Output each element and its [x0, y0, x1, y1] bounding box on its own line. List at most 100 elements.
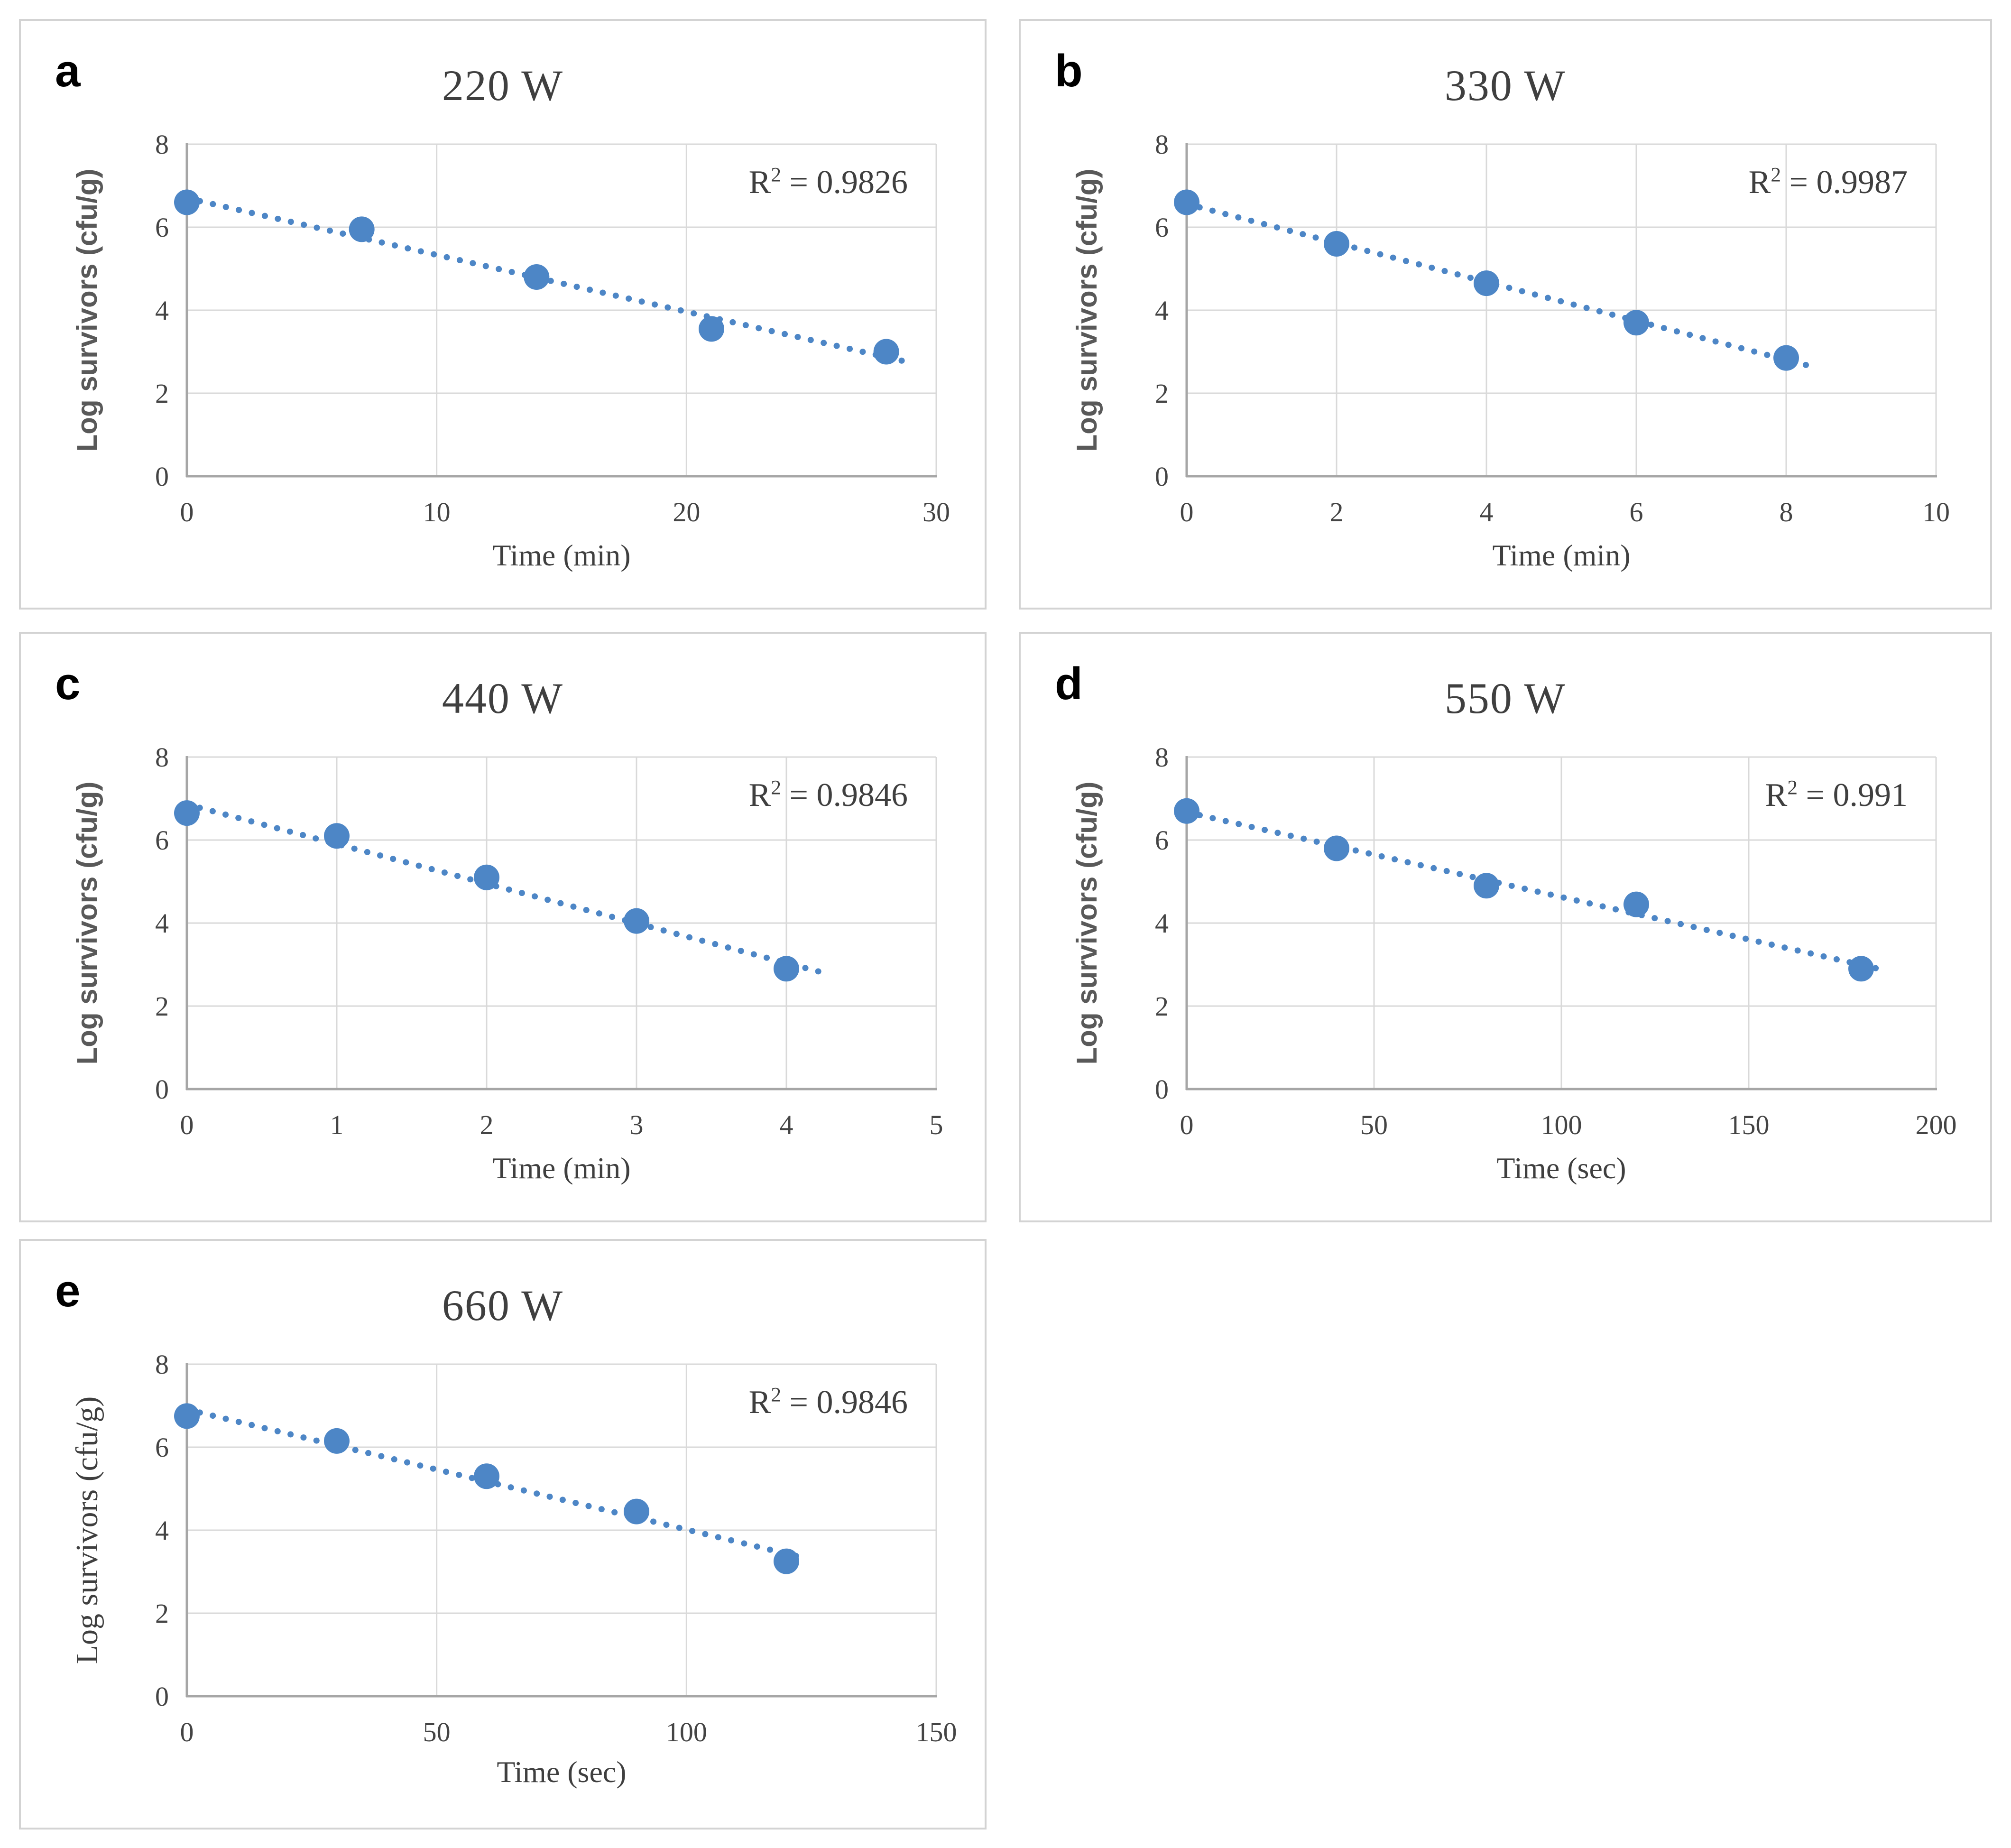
plot-area-b: 0 2 4 6 8 10 0 2 4 6 8 — [1155, 129, 1950, 527]
x-tick-label: 8 — [1780, 497, 1793, 527]
x-tick-label: 150 — [916, 1717, 957, 1747]
data-point — [1474, 873, 1499, 899]
r2-superscript: 2 — [1771, 163, 1781, 186]
x-tick-label: 1 — [330, 1109, 344, 1140]
chart-panel-b: b 330 W R2 = 0.9987 Log survivors (cfu/g… — [1019, 19, 1992, 610]
r2-value: = 0.9846 — [781, 777, 908, 813]
y-tick-labels: 0 2 4 6 8 — [1155, 129, 1169, 492]
x-axis-title-d: Time (sec) — [1496, 1151, 1626, 1185]
y-tick-label: 8 — [1155, 742, 1169, 773]
data-point — [873, 339, 899, 365]
chart-title-a: 220 W — [442, 61, 564, 110]
x-tick-label: 6 — [1630, 497, 1643, 527]
data-point — [474, 1463, 499, 1489]
chart-panel-a: a 220 W R2 = 0.9826 Log survivors (cfu/g… — [19, 19, 987, 610]
data-points — [174, 800, 799, 982]
chart-title-b: 330 W — [1444, 61, 1567, 110]
data-point — [1848, 956, 1874, 982]
y-tick-label: 2 — [155, 991, 169, 1022]
r-squared-label-c: R2 = 0.9846 — [187, 777, 908, 813]
r2-superscript: 2 — [771, 776, 782, 799]
x-tick-label: 0 — [1180, 497, 1194, 527]
y-tick-label: 6 — [155, 212, 169, 243]
gridlines — [187, 1363, 937, 1696]
y-tick-label: 4 — [155, 295, 169, 326]
r2-base: R — [748, 1384, 771, 1421]
plot-area-a: 0 10 20 30 0 2 4 6 8 — [155, 129, 950, 527]
r2-superscript: 2 — [771, 1383, 782, 1406]
y-tick-labels: 0 2 4 6 8 — [155, 1349, 169, 1712]
r2-base: R — [748, 777, 771, 813]
data-point — [524, 264, 550, 290]
chart-title-c: 440 W — [442, 674, 564, 722]
x-tick-label: 5 — [930, 1109, 943, 1140]
y-tick-label: 0 — [155, 1074, 169, 1105]
x-tick-label: 30 — [922, 497, 950, 527]
y-tick-label: 6 — [155, 1432, 169, 1463]
x-tick-label: 0 — [180, 1717, 194, 1747]
x-tick-label: 10 — [1922, 497, 1950, 527]
data-point — [1174, 798, 1199, 824]
r2-base: R — [748, 164, 771, 201]
chart-panel-d: d 550 W R2 = 0.991 Log survivors (cfu/g)… — [1019, 632, 1992, 1222]
data-point — [1174, 189, 1199, 215]
y-tick-label: 6 — [1155, 212, 1169, 243]
y-tick-label: 8 — [155, 742, 169, 773]
trendline — [184, 801, 827, 976]
x-tick-label: 200 — [1916, 1109, 1957, 1140]
x-tick-label: 10 — [423, 497, 451, 527]
x-tick-label: 0 — [1180, 1109, 1194, 1140]
y-tick-label: 2 — [1155, 378, 1169, 409]
chart-panel-c: c 440 W R2 = 0.9846 Log survivors (cfu/g… — [19, 632, 987, 1222]
data-point — [1624, 310, 1649, 336]
x-axis-title-b: Time (min) — [1492, 538, 1631, 572]
plot-area-e: 0 50 100 150 0 2 4 6 8 — [155, 1349, 957, 1747]
x-axis-title-a: Time (min) — [492, 538, 631, 572]
r2-value: = 0.9846 — [781, 1384, 908, 1421]
panel-letter-d: d — [1055, 658, 1083, 709]
data-points — [1174, 798, 1874, 982]
data-point — [174, 800, 200, 826]
data-points — [1174, 189, 1799, 371]
data-point — [699, 316, 724, 342]
y-tick-label: 6 — [155, 825, 169, 856]
x-axis-title-e: Time (sec) — [497, 1755, 627, 1789]
data-points — [174, 189, 899, 365]
r2-superscript: 2 — [771, 163, 782, 186]
panel-letter-b: b — [1055, 46, 1083, 96]
plot-area-d: 0 50 100 150 200 0 2 4 6 8 — [1155, 742, 1957, 1140]
y-tick-label: 8 — [155, 129, 169, 160]
x-tick-label: 4 — [780, 1109, 793, 1140]
y-tick-label: 4 — [1155, 295, 1169, 326]
y-tick-label: 0 — [1155, 1074, 1169, 1105]
x-tick-label: 4 — [1480, 497, 1494, 527]
trendline — [1183, 201, 1816, 370]
x-tick-labels: 0 2 4 6 8 10 — [1180, 497, 1950, 527]
x-tick-label: 50 — [1360, 1109, 1388, 1140]
y-tick-labels: 0 2 4 6 8 — [155, 129, 169, 492]
x-tick-label: 2 — [1330, 497, 1344, 527]
r2-value: = 0.9826 — [781, 164, 908, 201]
data-point — [349, 216, 375, 242]
plot-area-c: 0 1 2 3 4 5 0 2 4 6 8 — [155, 742, 943, 1140]
data-point — [1324, 231, 1349, 257]
data-point — [624, 908, 649, 934]
data-point — [474, 864, 499, 890]
x-tick-labels: 0 50 100 150 — [180, 1717, 957, 1747]
y-tick-label: 8 — [155, 1349, 169, 1380]
gridlines — [1187, 143, 1937, 476]
y-tick-label: 4 — [155, 1515, 169, 1546]
y-tick-label: 2 — [1155, 991, 1169, 1022]
y-tick-label: 2 — [155, 1598, 169, 1629]
r2-superscript: 2 — [1787, 776, 1798, 799]
y-tick-label: 0 — [1155, 461, 1169, 492]
data-point — [1474, 270, 1499, 296]
x-tick-label: 100 — [1541, 1109, 1582, 1140]
y-tick-labels: 0 2 4 6 8 — [155, 742, 169, 1105]
y-tick-label: 4 — [1155, 908, 1169, 939]
data-point — [624, 1498, 649, 1525]
x-tick-labels: 0 1 2 3 4 5 — [180, 1109, 943, 1140]
y-tick-label: 0 — [155, 461, 169, 492]
x-tick-label: 150 — [1728, 1109, 1770, 1140]
x-tick-labels: 0 10 20 30 — [180, 497, 950, 527]
